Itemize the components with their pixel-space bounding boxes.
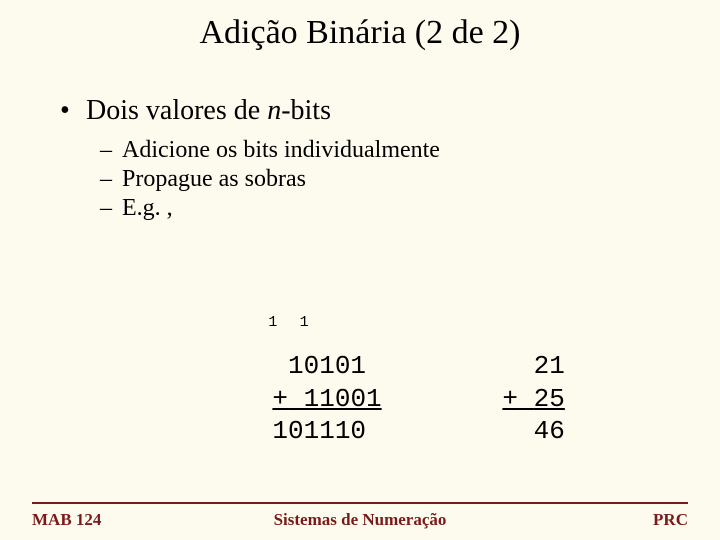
binary-op: + — [272, 384, 288, 414]
sub-bullet: E.g. , — [100, 195, 660, 222]
sub-bullet: Adicione os bits individualmente — [100, 137, 660, 164]
slide-title: Adição Binária (2 de 2) — [0, 14, 720, 52]
decimal-op: + — [502, 384, 518, 414]
decimal-operand2-line: + 25 — [502, 384, 564, 414]
sub-bullet-list: Adicione os bits individualmente Propagu… — [60, 137, 660, 222]
decimal-operand1: 21 — [502, 351, 564, 381]
worked-example: 1 1 10101 + 11001 101110 21 + 25 46 — [0, 285, 720, 480]
decimal-operand2: 25 — [534, 384, 565, 414]
sub-bullet: Propague as sobras — [100, 166, 660, 193]
binary-operand2: 11001 — [288, 384, 382, 414]
bullet-text-pre: Dois valores de — [86, 95, 267, 126]
bullet-level1: Dois valores de n-bits — [60, 95, 660, 127]
decimal-pad — [502, 319, 564, 349]
binary-operand2-line: + 11001 — [272, 384, 381, 414]
binary-column: 1 1 10101 + 11001 101110 — [272, 318, 432, 448]
carry-row: 1 1 — [272, 319, 350, 349]
bullet-text-italic: n — [267, 95, 281, 126]
footer-right: PRC — [653, 510, 688, 530]
footer-rule — [32, 502, 688, 504]
slide: Adição Binária (2 de 2) Dois valores de … — [0, 0, 720, 540]
carry-digit: 1 — [268, 314, 277, 333]
decimal-result: 46 — [502, 416, 564, 446]
decimal-column: 21 + 25 46 — [502, 318, 622, 448]
carry-digit: 1 — [300, 314, 309, 333]
binary-operand1: 10101 — [272, 351, 366, 381]
slide-body: Dois valores de n-bits Adicione os bits … — [60, 95, 660, 224]
footer-center: Sistemas de Numeração — [0, 510, 720, 530]
binary-result: 101110 — [272, 416, 366, 446]
bullet-text-post: -bits — [281, 95, 331, 126]
